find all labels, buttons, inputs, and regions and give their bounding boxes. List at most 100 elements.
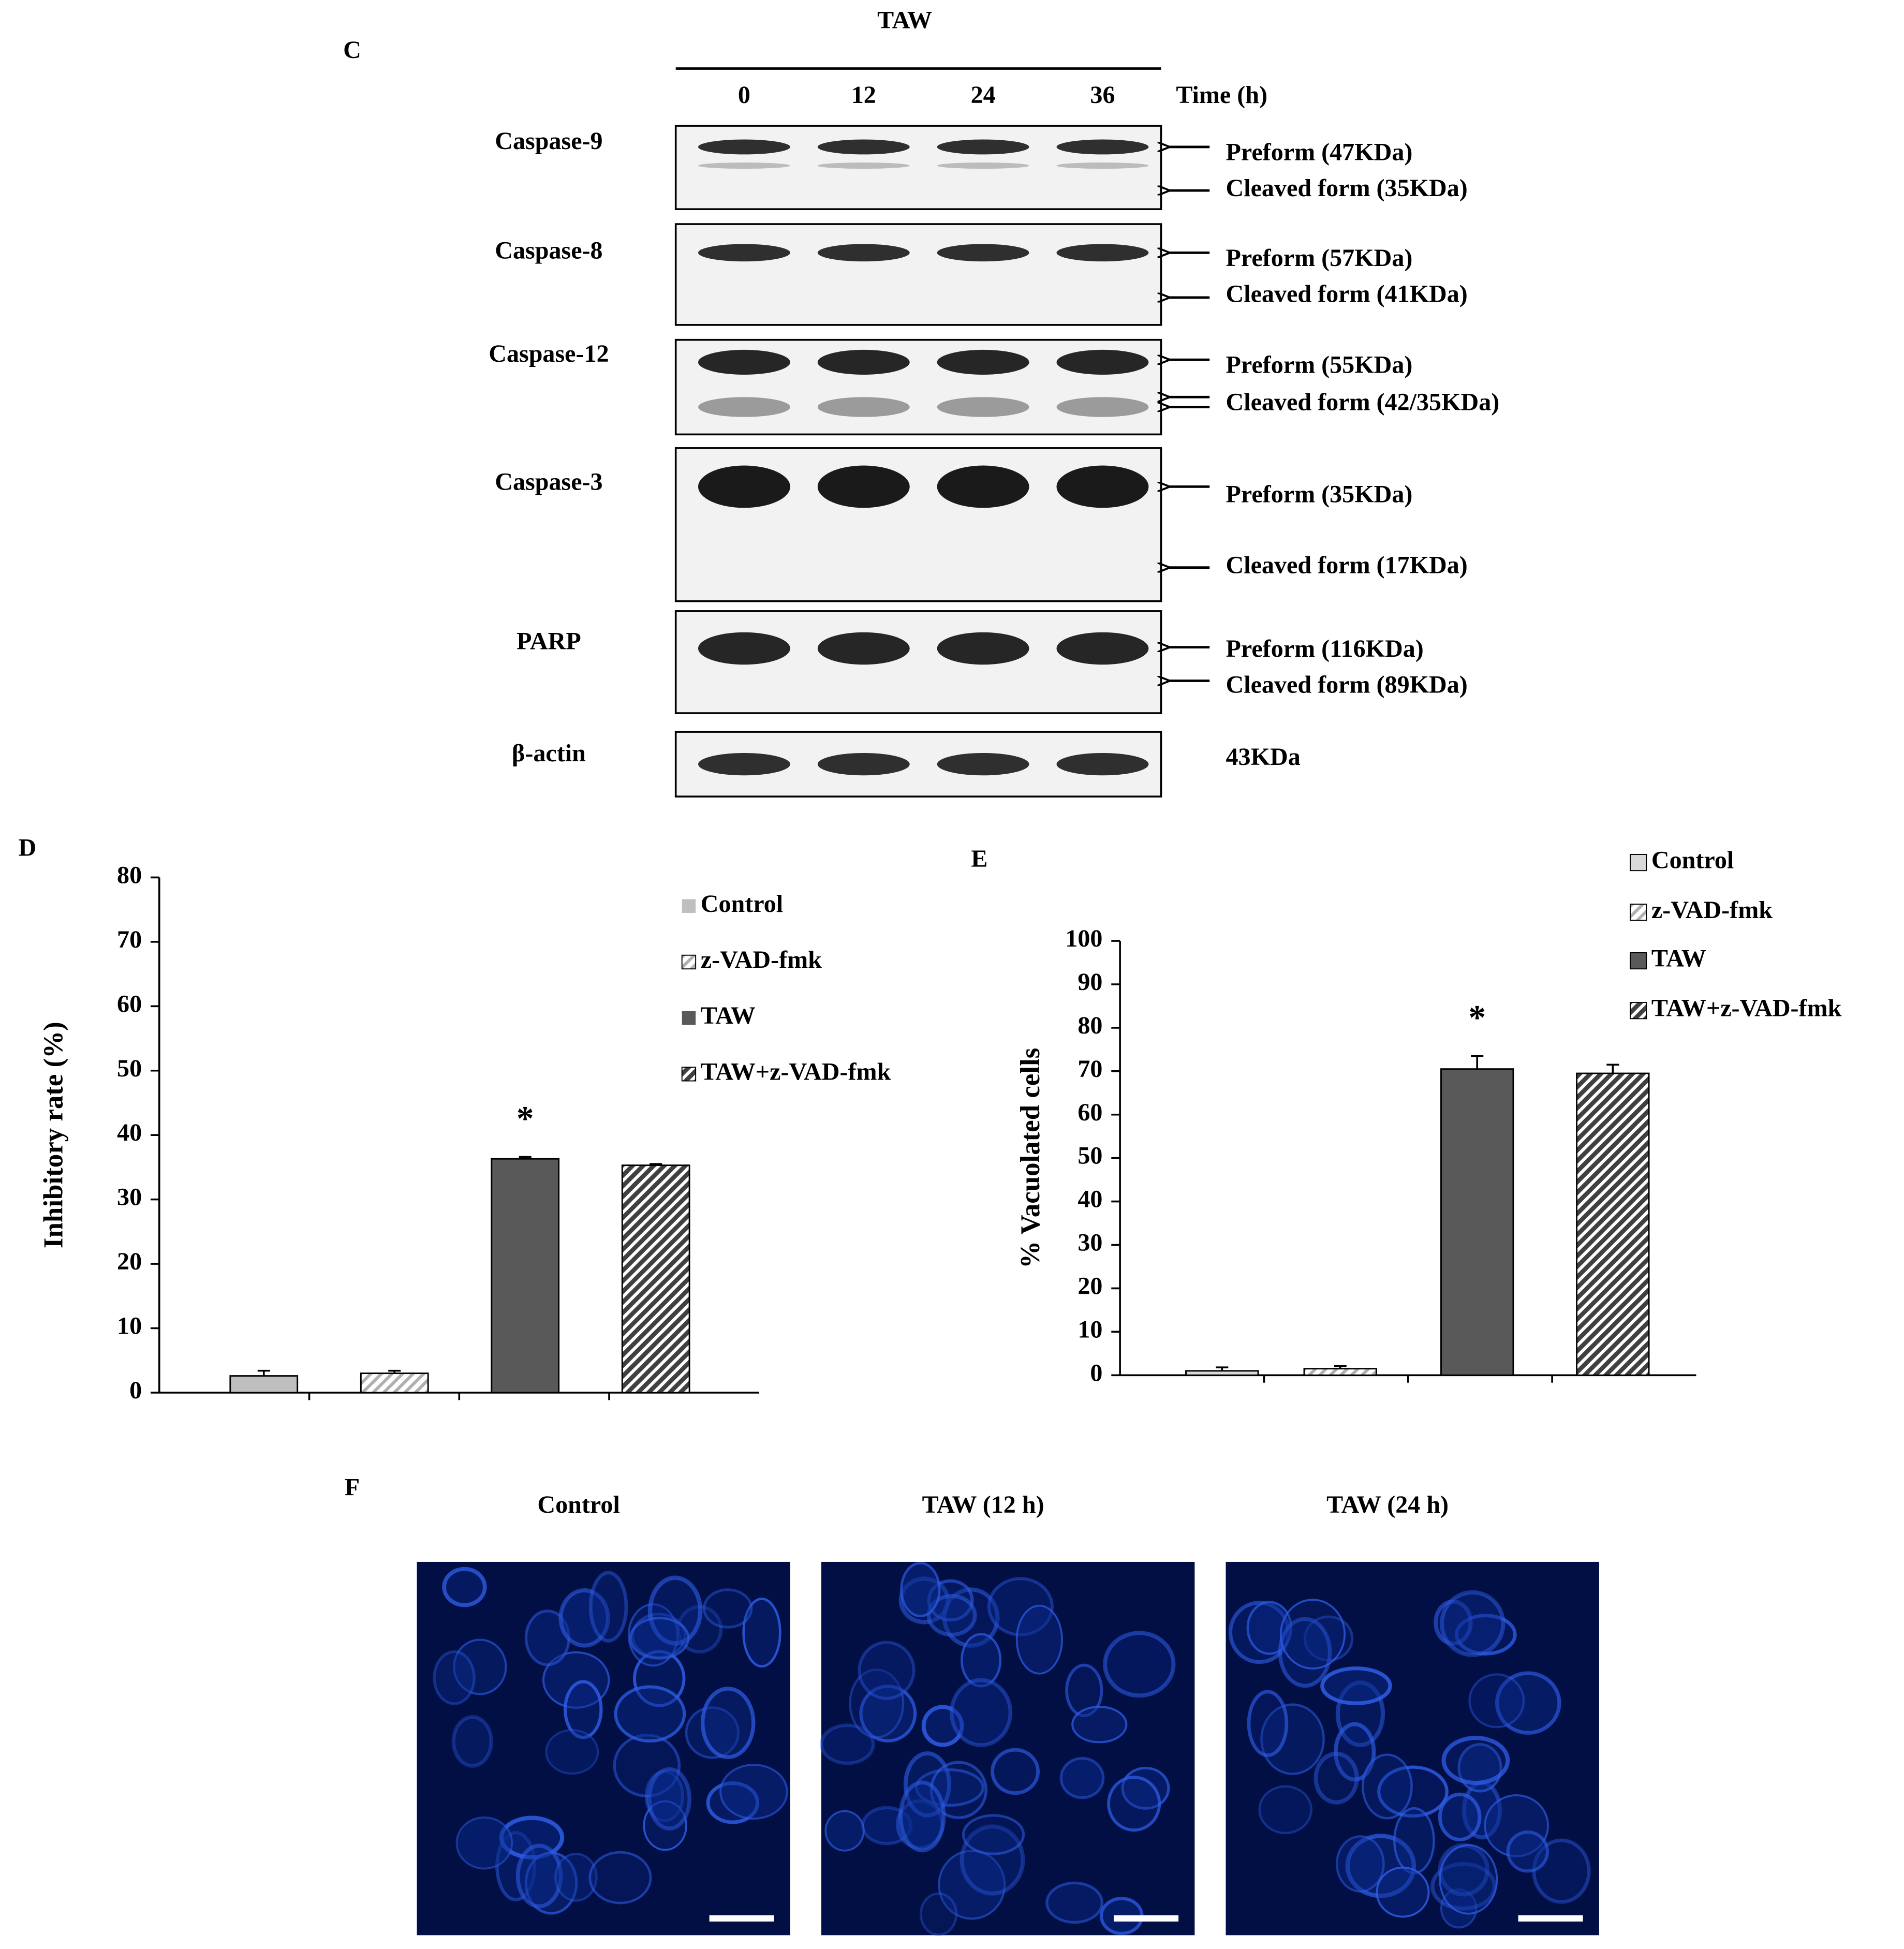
cell-outline	[1015, 1604, 1063, 1675]
panel-label: F	[345, 1474, 360, 1501]
cell-outline	[1377, 1765, 1449, 1818]
blot-band	[698, 397, 790, 417]
bar	[1576, 1072, 1650, 1376]
cell-outline	[588, 1851, 652, 1904]
cell-outline	[702, 1588, 753, 1629]
blot-band	[1056, 632, 1149, 665]
legend-swatch	[1630, 904, 1647, 921]
cell-outline	[1045, 1881, 1104, 1924]
cell-outline	[1313, 1751, 1359, 1805]
blot-frame	[674, 223, 1162, 326]
blot-band	[698, 163, 790, 169]
blot-band	[937, 163, 1029, 169]
legend-label: z-VAD-fmk	[1651, 896, 1773, 924]
band-form-label: Preform (47KDa)	[1226, 138, 1413, 166]
protein-label: Caspase-8	[495, 237, 602, 264]
blot-band	[1056, 244, 1149, 262]
panel-label: C	[343, 36, 361, 64]
legend-swatch	[1630, 1002, 1647, 1020]
blot-band	[1056, 752, 1149, 776]
error-bar	[388, 1369, 401, 1374]
cell-outline	[451, 1715, 493, 1768]
cell-outline	[824, 1810, 865, 1852]
cell-outline	[545, 1729, 599, 1775]
blot-band	[817, 632, 910, 665]
blot-band	[1056, 163, 1149, 169]
y-tick-label: 40	[117, 1119, 142, 1146]
cell-outline	[453, 1638, 507, 1695]
significance-mark: *	[516, 1099, 534, 1138]
cell-outline	[1258, 1785, 1312, 1835]
legend-label: z-VAD-fmk	[701, 946, 822, 973]
image-title: TAW (12 h)	[922, 1491, 1044, 1518]
legend-label: TAW	[701, 1002, 756, 1029]
error-bar	[650, 1163, 662, 1165]
blot-frame	[674, 125, 1162, 210]
band-form-label: Cleaved form (35KDa)	[1226, 174, 1468, 202]
cell-outline	[919, 1892, 958, 1936]
band-form-label: Preform (55KDa)	[1226, 351, 1413, 379]
cell-outline	[1335, 1680, 1385, 1748]
y-tick-label: 70	[1078, 1055, 1102, 1083]
blot-band	[937, 397, 1029, 417]
y-tick-label: 60	[1078, 1099, 1102, 1126]
bar	[229, 1375, 299, 1394]
y-tick-label: 30	[1078, 1229, 1102, 1257]
cell-outline	[614, 1685, 686, 1743]
bar	[621, 1164, 690, 1394]
cell-outline	[1484, 1794, 1549, 1857]
cell-outline	[564, 1680, 603, 1739]
legend-swatch	[1630, 952, 1647, 970]
cell-outline	[1059, 1756, 1105, 1799]
y-axis-label: % Vacuolated cells	[1015, 1048, 1045, 1268]
cell-outline	[898, 1780, 946, 1853]
legend-swatch	[682, 899, 696, 913]
blot-band	[698, 752, 790, 776]
protein-label: Caspase-12	[489, 340, 609, 367]
protein-label: β-actin	[512, 740, 586, 767]
cell-outline	[1506, 1830, 1549, 1873]
cell-outline	[647, 1575, 703, 1646]
cell-outline	[859, 1685, 917, 1743]
error-bar	[1334, 1365, 1347, 1369]
cell-outline	[819, 1723, 875, 1765]
protein-label: Caspase-9	[495, 127, 602, 155]
blot-band	[698, 244, 790, 262]
cell-outline	[1468, 1673, 1525, 1729]
band-form-label: Preform (35KDa)	[1226, 481, 1413, 508]
cell-outline	[849, 1669, 905, 1739]
cell-outline	[1430, 1862, 1497, 1911]
cell-outline	[685, 1706, 740, 1759]
blot-band	[937, 752, 1029, 776]
bar	[1440, 1068, 1514, 1376]
y-tick-label: 20	[1078, 1272, 1102, 1300]
y-tick-label: 60	[117, 990, 142, 1017]
blot-band	[937, 139, 1029, 155]
y-tick-label: 10	[1078, 1316, 1102, 1343]
y-tick-label: 80	[1078, 1012, 1102, 1039]
time-label: 36	[1090, 81, 1115, 109]
blot-band	[1056, 349, 1149, 375]
cell-outline	[961, 1633, 1002, 1688]
cell-outline	[1440, 1888, 1478, 1929]
cell-outline	[991, 1748, 1040, 1795]
bar	[491, 1158, 560, 1394]
blot-band	[817, 244, 910, 262]
cell-outline	[1434, 1599, 1473, 1646]
blot-band	[937, 349, 1029, 375]
y-axis-label: Inhibitory rate (%)	[38, 1022, 68, 1248]
cell-outline	[1107, 1776, 1161, 1832]
band-form-label: 43KDa	[1226, 743, 1301, 771]
legend-label: TAW+z-VAD-fmk	[1651, 995, 1842, 1022]
band-form-label: Cleaved form (89KDa)	[1226, 671, 1468, 699]
legend-swatch	[681, 1067, 697, 1082]
blot-band	[1056, 465, 1149, 508]
blot-band	[817, 397, 910, 417]
cell-outline	[960, 1824, 1025, 1896]
cell-outline	[558, 1588, 610, 1648]
blot-band	[817, 752, 910, 776]
time-label: 24	[971, 81, 996, 109]
cell-outline	[1439, 1844, 1498, 1915]
y-tick-label: 0	[1090, 1359, 1102, 1386]
